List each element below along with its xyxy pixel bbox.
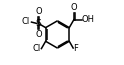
Text: S: S [35, 19, 41, 28]
Text: Cl: Cl [21, 17, 30, 26]
Text: F: F [74, 44, 78, 53]
Text: Cl: Cl [33, 44, 41, 53]
Text: OH: OH [82, 15, 95, 24]
Text: O: O [35, 7, 42, 16]
Text: O: O [71, 3, 78, 12]
Text: O: O [35, 30, 42, 39]
